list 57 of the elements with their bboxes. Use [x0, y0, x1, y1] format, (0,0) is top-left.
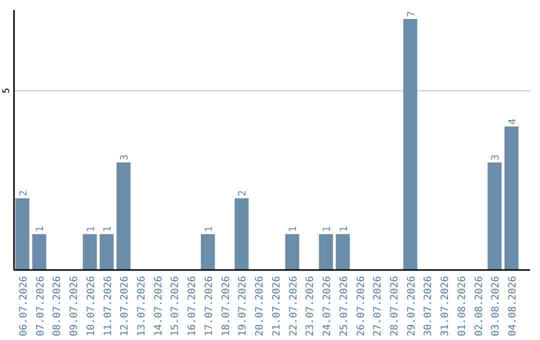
x-tick-label: 04.08.2026	[508, 276, 519, 336]
data-label: 1	[288, 226, 300, 232]
x-tick-label: 30.07.2026	[423, 276, 434, 336]
x-tick-label: 27.07.2026	[372, 276, 384, 336]
x-tick-label: 02.08.2026	[474, 276, 485, 336]
x-tick-label: 14.07.2026	[153, 276, 164, 336]
data-label: 1	[35, 226, 46, 232]
x-tick-label: 18.07.2026	[220, 276, 232, 336]
x-tick-label: 28.07.2026	[390, 276, 400, 336]
data-label: 1	[322, 226, 333, 232]
x-tick-label: 06.07.2026	[18, 276, 30, 336]
data-label: 1	[204, 226, 215, 232]
bar	[336, 234, 350, 270]
data-label: 2	[18, 190, 30, 196]
x-tick-label: 01.08.2026	[456, 276, 468, 336]
x-tick-label: 03.08.2026	[490, 276, 502, 336]
x-tick-label: 13.07.2026	[136, 276, 148, 336]
data-label: 3	[490, 154, 502, 160]
x-tick-label: 09.07.2026	[69, 276, 80, 336]
x-tick-label: 15.07.2026	[170, 276, 182, 336]
x-tick-label: 16.07.2026	[187, 276, 198, 336]
x-tick-label: 12.07.2026	[120, 276, 131, 336]
x-tick-label: 29.07.2026	[406, 276, 418, 336]
x-tick-label: 07.07.2026	[35, 276, 46, 336]
x-tick-label: 21.07.2026	[271, 276, 282, 336]
bar	[100, 234, 114, 270]
x-tick-label: 10.07.2026	[86, 276, 97, 336]
bar	[488, 162, 502, 270]
bar	[15, 198, 30, 270]
x-tick-label: 31.07.2026	[440, 276, 452, 336]
bar	[116, 162, 131, 270]
x-tick-label: 25.07.2026	[338, 276, 350, 336]
bar	[403, 18, 418, 270]
x-tick-label: 20.07.2026	[254, 276, 266, 336]
data-label: 1	[86, 226, 97, 232]
x-tick-label: 23.07.2026	[305, 276, 316, 336]
bar	[234, 198, 249, 270]
bar	[32, 234, 46, 270]
x-tick-label: 19.07.2026	[238, 276, 249, 336]
x-tick-label: 11.07.2026	[102, 276, 114, 336]
data-label: 3	[120, 154, 131, 160]
x-tick-label: 24.07.2026	[322, 276, 334, 336]
data-label: 4	[507, 118, 518, 125]
bar	[285, 234, 300, 270]
bar	[82, 234, 97, 270]
bar	[318, 234, 333, 270]
bar	[200, 234, 215, 270]
x-tick-label: 26.07.2026	[356, 276, 367, 336]
y-tick-label: 5	[2, 88, 12, 94]
x-tick-label: 17.07.2026	[204, 276, 215, 336]
x-tick-label: 08.07.2026	[52, 276, 64, 336]
x-tick-label: 22.07.2026	[288, 276, 300, 336]
data-label: 7	[406, 10, 418, 17]
data-label: 1	[102, 226, 114, 232]
data-label: 1	[338, 226, 350, 232]
bar	[504, 126, 518, 270]
data-label: 2	[238, 190, 249, 196]
